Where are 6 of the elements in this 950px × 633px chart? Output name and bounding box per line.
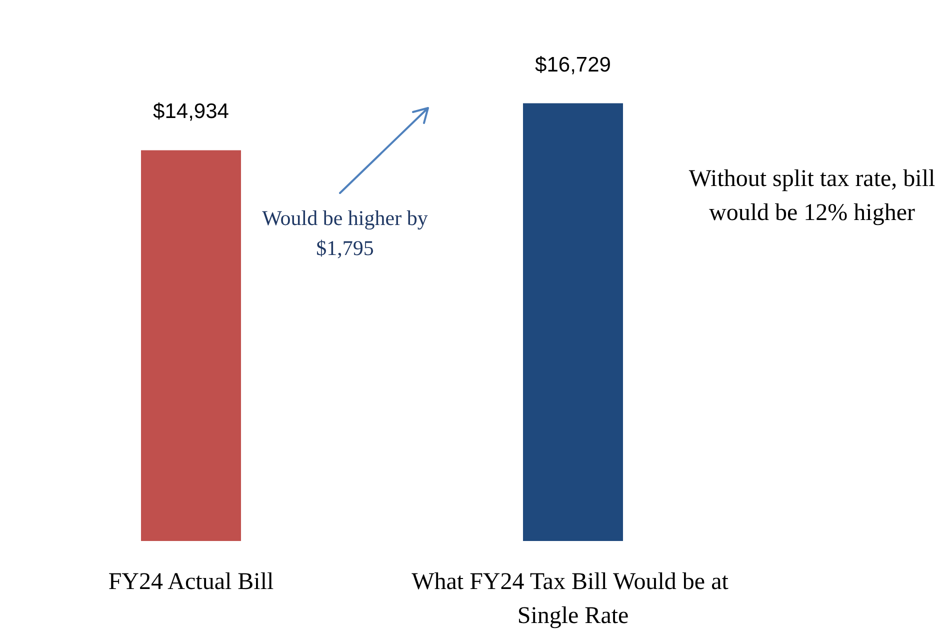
- data-label: $14,934: [153, 100, 230, 124]
- data-label: $16,729: [535, 53, 611, 76]
- annotation: Without split tax rate, bill would be 12% higher: [688, 165, 936, 228]
- x-tick-label: What FY24 Tax Bill Would be at Single Rate: [412, 569, 734, 629]
- x-tick-label: FY24 Actual Bill: [108, 569, 274, 595]
- annotation: Would be higher by $1,795: [261, 205, 429, 262]
